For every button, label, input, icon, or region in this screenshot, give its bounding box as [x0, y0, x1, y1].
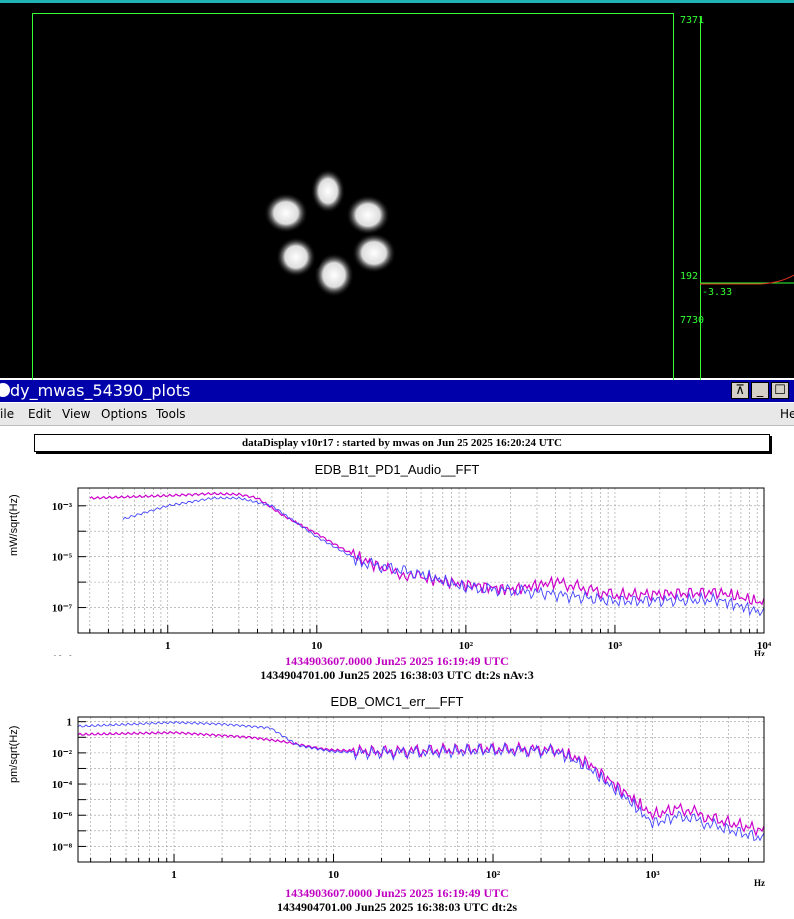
info-banner: dataDisplay v10r17 : started by mwas on … — [34, 434, 770, 452]
plot1-xunit: Hz — [754, 649, 765, 656]
plot1-title: EDB_B1t_PD1_Audio__FFT — [314, 462, 480, 477]
menu-bar: File Edit View Options Tools He — [0, 403, 794, 426]
plot2-grid — [78, 717, 765, 863]
window-title: dy_mwas_54390_plots — [10, 381, 191, 400]
plot2-ytick-label: 10⁻² — [52, 748, 73, 760]
plot1-grid — [78, 488, 765, 634]
plot1-ytick-label: 10⁻⁹ — [52, 653, 73, 656]
window-titlebar[interactable]: dy_mwas_54390_plots ⊼ _ ☐ — [0, 380, 794, 402]
menu-edit[interactable]: Edit — [28, 407, 52, 421]
plot1-ytick-label: 10⁻³ — [52, 501, 73, 513]
plot2-ytick-label: 10⁻⁸ — [52, 841, 73, 853]
plot2-xunit: Hz — [754, 878, 765, 888]
side-plot-frame — [700, 17, 794, 381]
camera-view: 7371 192 -3.33 7730 — [0, 0, 794, 382]
plot2-xtick-label: 1 — [171, 869, 177, 881]
plot1-xtick-label: 10² — [459, 640, 474, 652]
plot1-ytick-label: 10⁻⁵ — [52, 552, 73, 564]
camera-label-neg: -3.33 — [702, 287, 733, 298]
side-trace — [700, 274, 794, 285]
pin-button[interactable]: ⊼ — [731, 382, 749, 399]
plot1-frame — [77, 487, 765, 634]
plot2-xtick-label: 10³ — [645, 869, 660, 881]
menu-help[interactable]: He — [780, 407, 794, 421]
plot2-ytick-label: 1 — [67, 717, 73, 729]
plot1-xtick-label: 10⁴ — [757, 640, 772, 652]
camera-label-top: 7371 — [680, 15, 705, 26]
plot2-series-0 — [77, 730, 765, 838]
plot2-timestamp-ref: 1434903607.0000 Jun25 2025 16:19:49 UTC — [285, 886, 509, 900]
plot1-series-1 — [122, 496, 765, 617]
camera-frame — [32, 13, 674, 382]
plot2-title: EDB_OMC1_err__FFT — [330, 694, 464, 709]
minimize-button[interactable]: _ — [751, 382, 769, 399]
plot1-timestamp-cur: 1434904701.00 Jun25 2025 16:38:03 UTC dt… — [260, 668, 534, 682]
plot2-xtick-label: 10 — [328, 869, 340, 881]
plot1-xtick-label: 10³ — [608, 640, 623, 652]
menu-view[interactable]: View — [62, 407, 91, 421]
plot1-timestamp-ref: 1434903607.0000 Jun25 2025 16:19:49 UTC — [285, 654, 509, 668]
camera-label-bottom: 7730 — [680, 315, 705, 326]
plot2-series-1 — [77, 720, 765, 842]
menu-options[interactable]: Options — [101, 407, 148, 421]
plot1-ytick-label: 10⁻⁷ — [52, 603, 73, 615]
menu-file[interactable]: File — [0, 407, 15, 421]
plot1-xtick-label: 10 — [311, 640, 323, 652]
menu-tools[interactable]: Tools — [156, 407, 186, 421]
plot1-series-0 — [89, 491, 765, 606]
plot1-xtick-label: 1 — [165, 640, 171, 652]
plot2-frame — [77, 716, 765, 863]
plot2-xtick-label: 10² — [486, 869, 501, 881]
plot2-ytick-label: 10⁻⁴ — [52, 779, 73, 791]
maximize-button[interactable]: ☐ — [771, 382, 789, 399]
app-icon[interactable] — [0, 383, 10, 397]
camera-label-mid: 192 — [680, 271, 699, 282]
plot2-ytick-label: 10⁻⁶ — [52, 810, 73, 822]
plot2-timestamp-cur: 1434904701.00 Jun25 2025 16:38:03 UTC dt… — [276, 900, 517, 914]
plot2-chart[interactable]: 1 10⁻² 10⁻⁴ 10⁻⁶ 10⁻⁸ 1 10 10² 10³ Hz — [0, 710, 794, 888]
beam-spot-image — [264, 169, 396, 297]
